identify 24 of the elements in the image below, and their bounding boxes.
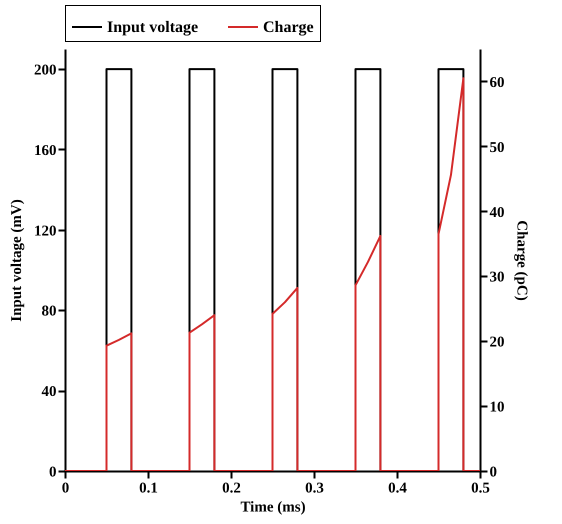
y2-axis-title: Charge (pC) — [514, 220, 530, 301]
x-tick-label: 0.4 — [388, 480, 408, 496]
y-tick-label: 80 — [42, 304, 56, 320]
y-tick-label: 40 — [42, 384, 56, 400]
x-axis-title: Time (ms) — [240, 500, 306, 516]
y2-tick-label: 50 — [490, 140, 504, 156]
x-tick-label: 0.5 — [471, 480, 490, 496]
legend-label: Input voltage — [107, 19, 198, 36]
y2-tick-label: 40 — [490, 204, 504, 221]
y2-tick-label: 30 — [490, 270, 504, 286]
y-tick-label: 160 — [34, 142, 56, 159]
x-tick-label: 0.2 — [222, 480, 241, 496]
y2-tick-label: 0 — [490, 464, 497, 480]
y2-tick-label: 60 — [490, 74, 504, 91]
y-tick-label: 200 — [34, 62, 56, 79]
x-tick-label: 0.1 — [139, 480, 158, 496]
y2-tick-label: 20 — [490, 334, 504, 351]
legend-label: Charge — [263, 19, 314, 36]
x-tick-label: 0 — [62, 480, 70, 496]
y2-tick-label: 10 — [490, 400, 504, 416]
y-tick-label: 0 — [49, 464, 56, 480]
y-axis-title: Input voltage (mV) — [9, 199, 25, 322]
x-tick-label: 0.3 — [305, 480, 324, 496]
y-tick-label: 120 — [34, 223, 56, 240]
